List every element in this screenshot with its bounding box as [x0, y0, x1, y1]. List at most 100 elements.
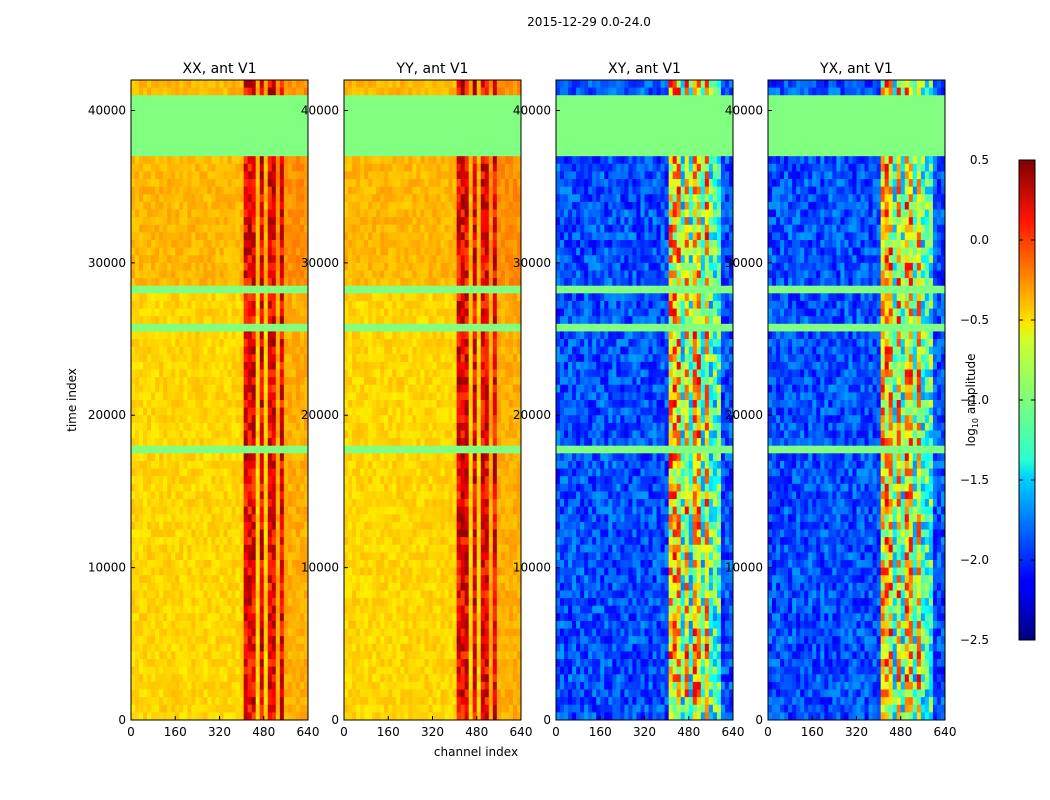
heatmap-cell — [299, 537, 305, 546]
heatmap-cell — [295, 499, 301, 508]
heatmap-cell — [147, 384, 152, 393]
heatmap-cell — [131, 704, 136, 713]
heatmap-cell — [388, 80, 393, 89]
heatmap-cell — [291, 438, 297, 447]
heatmap-cell — [163, 118, 168, 127]
heatmap-cell — [283, 590, 289, 599]
heatmap-cell — [287, 407, 293, 416]
heatmap-cell — [372, 87, 377, 96]
heatmap-cell — [512, 194, 518, 203]
heatmap-cell — [167, 666, 172, 675]
heatmap-cell — [199, 232, 204, 241]
heatmap-cell — [151, 712, 156, 721]
heatmap-cell — [344, 270, 349, 279]
heatmap-cell — [444, 194, 449, 203]
heatmap-cell — [255, 194, 261, 203]
heatmap-cell — [203, 186, 208, 195]
heatmap-cell — [504, 201, 510, 210]
heatmap-cell — [299, 361, 305, 370]
heatmap-cell — [195, 483, 200, 492]
heatmap-cell — [231, 316, 236, 325]
heatmap-cell — [247, 255, 253, 264]
heatmap-cell — [299, 659, 305, 668]
heatmap-cell — [303, 163, 309, 172]
heatmap-cell — [279, 377, 285, 386]
heatmap-cell — [167, 704, 172, 713]
heatmap-cell — [275, 590, 281, 599]
heatmap-cell — [504, 118, 510, 127]
heatmap-cell — [283, 331, 289, 340]
heatmap-cell — [416, 140, 421, 149]
heatmap-cell — [287, 270, 293, 279]
heatmap-cell — [408, 194, 413, 203]
heatmap-cell — [143, 171, 148, 180]
heatmap-cell — [516, 118, 522, 127]
heatmap-cell — [440, 125, 445, 134]
heatmap-cell — [247, 140, 253, 149]
heatmap-cell — [191, 491, 196, 500]
heatmap-cell — [215, 415, 220, 424]
heatmap-cell — [143, 308, 148, 317]
heatmap-cell — [171, 468, 176, 477]
heatmap-cell — [179, 544, 184, 553]
heatmap-cell — [135, 110, 140, 119]
heatmap-cell — [231, 575, 236, 584]
heatmap-cell — [223, 689, 228, 698]
heatmap-cell — [472, 224, 478, 233]
heatmap-cell — [303, 179, 309, 188]
heatmap-cell — [291, 186, 297, 195]
heatmap-cell — [155, 102, 160, 111]
heatmap-cell — [235, 666, 241, 675]
heatmap-cell — [239, 80, 245, 89]
heatmap-cell — [191, 102, 196, 111]
heatmap-cell — [147, 407, 152, 416]
heatmap-cell — [179, 285, 184, 294]
heatmap-cell — [464, 285, 470, 294]
heatmap-cell — [504, 95, 510, 104]
heatmap-cell — [227, 560, 232, 569]
heatmap-cell — [151, 80, 156, 89]
heatmap-cell — [191, 346, 196, 355]
heatmap-cell — [440, 80, 445, 89]
heatmap-cell — [255, 148, 261, 157]
heatmap-cell — [283, 201, 289, 210]
heatmap-cell — [444, 140, 449, 149]
heatmap-cell — [456, 140, 462, 149]
heatmap-cell — [279, 217, 285, 226]
heatmap-cell — [203, 605, 208, 614]
heatmap-cell — [231, 240, 236, 249]
heatmap-cell — [464, 80, 470, 89]
heatmap-cell — [299, 201, 305, 210]
heatmap-cell — [476, 118, 482, 127]
heatmap-cell — [199, 369, 204, 378]
heatmap-cell — [163, 666, 168, 675]
heatmap-cell — [279, 247, 285, 256]
heatmap-cell — [139, 339, 144, 348]
heatmap-cell — [255, 102, 261, 111]
heatmap-cell — [247, 491, 253, 500]
heatmap-cell — [484, 293, 490, 302]
heatmap-cell — [163, 697, 168, 706]
heatmap-cell — [199, 217, 204, 226]
heatmap-cell — [235, 636, 241, 645]
heatmap-cell — [187, 491, 192, 500]
heatmap-cell — [159, 194, 164, 203]
heatmap-cell — [135, 285, 140, 294]
heatmap-cell — [219, 651, 224, 660]
heatmap-cell — [199, 194, 204, 203]
heatmap-cell — [416, 125, 421, 134]
heatmap-cell — [155, 552, 160, 561]
heatmap-cell — [287, 422, 293, 431]
heatmap-cell — [271, 415, 277, 424]
heatmap-cell — [179, 453, 184, 462]
heatmap-cell — [215, 179, 220, 188]
heatmap-cell — [223, 125, 228, 134]
heatmap-cell — [147, 674, 152, 683]
heatmap-cell — [456, 201, 462, 210]
heatmap-cell — [159, 339, 164, 348]
heatmap-cell — [452, 285, 458, 294]
heatmap-cell — [283, 666, 289, 675]
heatmap-cell — [163, 453, 168, 462]
heatmap-cell — [231, 331, 236, 340]
heatmap-cell — [452, 278, 458, 287]
